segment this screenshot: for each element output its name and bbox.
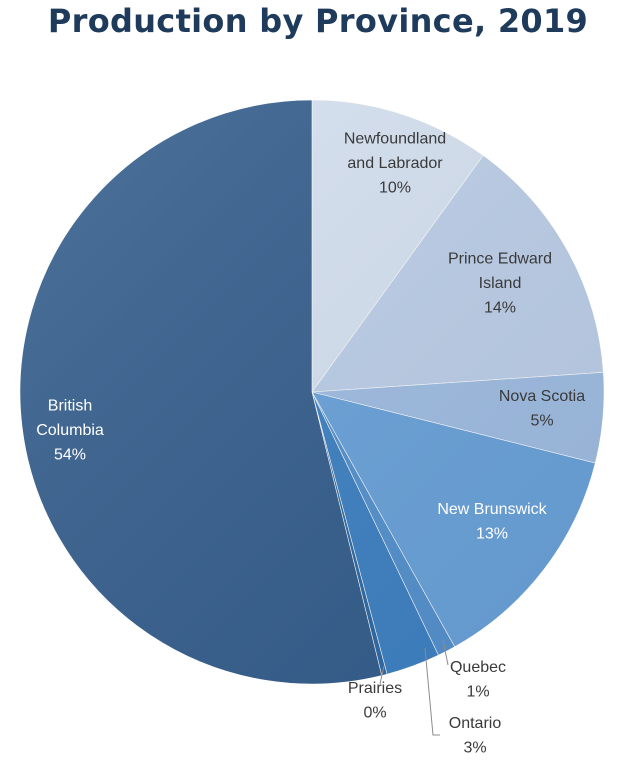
leader-line-quebec <box>442 639 449 666</box>
slice-label-prairies: Prairies 0% <box>348 680 402 722</box>
slice-label-quebec: Quebec 1% <box>450 659 506 701</box>
chart-title: Production by Province, 2019 <box>47 2 589 40</box>
slice-label-ontario: Ontario 3% <box>449 715 502 757</box>
slice-label-prince-edward-island: Prince Edward Island 14% <box>448 251 552 317</box>
leader-lines <box>379 639 449 736</box>
slice-labels: Newfoundland and Labrador 10%Prince Edward… <box>36 131 585 757</box>
slice-label-new-brunswick: New Brunswick 13% <box>437 501 547 543</box>
leader-line-prairies <box>379 665 385 685</box>
slice-label-british-columbia: British Columbia 54% <box>36 398 104 464</box>
slice-label-nova-scotia: Nova Scotia 5% <box>499 388 585 430</box>
slice-label-newfoundland-and-labrador: Newfoundland and Labrador 10% <box>344 131 446 197</box>
leader-line-ontario <box>424 647 440 736</box>
